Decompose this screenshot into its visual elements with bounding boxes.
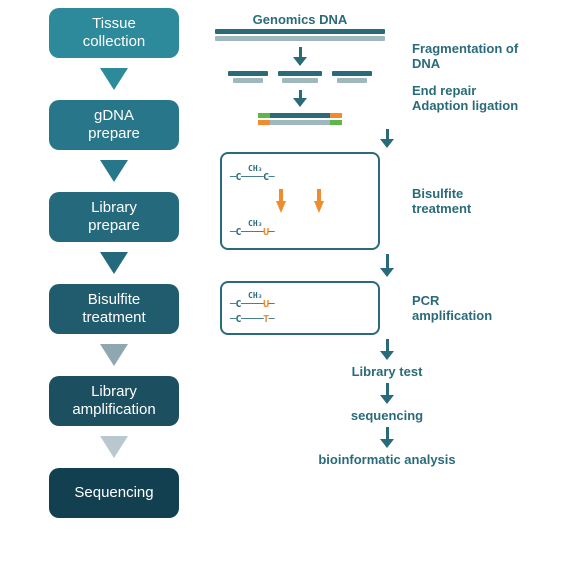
step-gdna-prepare: gDNA prepare bbox=[49, 100, 179, 150]
arrow-down-icon bbox=[380, 129, 394, 148]
section-fragments bbox=[200, 71, 574, 83]
step-sequencing: Sequencing bbox=[49, 468, 179, 518]
arrow-down-icon bbox=[100, 436, 128, 458]
step-bisulfite-treatment: Bisulfite treatment bbox=[49, 284, 179, 334]
arrow-orange-icon bbox=[314, 201, 324, 213]
step-label: Bisulfite treatment bbox=[82, 291, 145, 327]
section-genomics-dna: Genomics DNA bbox=[200, 12, 574, 41]
dna-strand-bar bbox=[215, 29, 385, 34]
step-library-prepare: Library prepare bbox=[49, 192, 179, 242]
bisulfite-label: Bisulfite treatment bbox=[400, 186, 540, 216]
arrow-down-icon bbox=[380, 339, 394, 360]
step-label: Library amplification bbox=[72, 383, 155, 419]
step-label: Tissue collection bbox=[83, 15, 146, 51]
fragmentation-label: Fragmentation of DNA bbox=[400, 41, 540, 71]
fragment-bar bbox=[228, 71, 268, 76]
bisulfite-box: CH₃ ─C────C─ CH₃ ─C──── U ─ bbox=[220, 152, 380, 250]
library-test-label: Library test bbox=[352, 364, 423, 379]
molecule-after: ─C──── U ─ bbox=[230, 227, 274, 238]
arrow-orange-icon bbox=[276, 201, 286, 213]
adapter-dark bbox=[270, 113, 330, 118]
pcr-label: PCR amplification bbox=[400, 293, 540, 323]
ch3-label: CH₃ bbox=[230, 291, 370, 299]
step-tissue-collection: Tissue collection bbox=[49, 8, 179, 58]
ch3-label: CH₃ bbox=[230, 164, 370, 172]
step-label: Sequencing bbox=[74, 484, 153, 502]
step-label: gDNA prepare bbox=[88, 107, 140, 143]
arrow-down-icon bbox=[100, 252, 128, 274]
molecule-before: ─C────C─ bbox=[230, 172, 274, 183]
adapter-green bbox=[258, 113, 270, 118]
end-repair-label: End repair Adaption ligation bbox=[400, 83, 540, 113]
pcr-box: CH₃ ─C──── U ─ ─C──── T ─ bbox=[220, 281, 380, 335]
section-end-repair: End repair Adaption ligation bbox=[200, 83, 574, 113]
arrow-down-icon bbox=[380, 427, 394, 448]
arrow-down-icon bbox=[100, 160, 128, 182]
arrow-down-icon bbox=[293, 47, 307, 66]
section-pcr: CH₃ ─C──── U ─ ─C──── T ─ PCR amplificat… bbox=[200, 281, 574, 335]
molecule-pcr-bottom: ─C──── T ─ bbox=[230, 314, 274, 325]
step-label: Library prepare bbox=[88, 199, 140, 235]
section-fragmentation: Fragmentation of DNA bbox=[200, 41, 574, 71]
bioinformatic-label: bioinformatic analysis bbox=[318, 452, 455, 467]
molecule-pcr-top: ─C──── U ─ bbox=[230, 299, 274, 310]
step-library-amplification: Library amplification bbox=[49, 376, 179, 426]
ch3-label: CH₃ bbox=[230, 219, 370, 227]
fragment-bar bbox=[278, 71, 322, 76]
arrow-down-icon bbox=[293, 90, 307, 107]
sequencing-label: sequencing bbox=[351, 408, 423, 423]
arrow-down-icon bbox=[380, 383, 394, 404]
genomics-dna-label: Genomics DNA bbox=[253, 12, 348, 29]
adapter-orange bbox=[330, 113, 342, 118]
adapter-orange bbox=[258, 120, 270, 125]
arrow-down-icon bbox=[380, 254, 394, 277]
right-workflow: Genomics DNA Fragmentation of DNA bbox=[200, 0, 574, 566]
left-workflow: Tissue collection gDNA prepare Library p… bbox=[0, 0, 200, 566]
section-adapters bbox=[200, 113, 574, 125]
section-bisulfite: CH₃ ─C────C─ CH₃ ─C──── U ─ Bisulfite t bbox=[200, 152, 574, 250]
arrow-down-icon bbox=[100, 344, 128, 366]
arrow-down-icon bbox=[100, 68, 128, 90]
fragment-bar bbox=[332, 71, 372, 76]
